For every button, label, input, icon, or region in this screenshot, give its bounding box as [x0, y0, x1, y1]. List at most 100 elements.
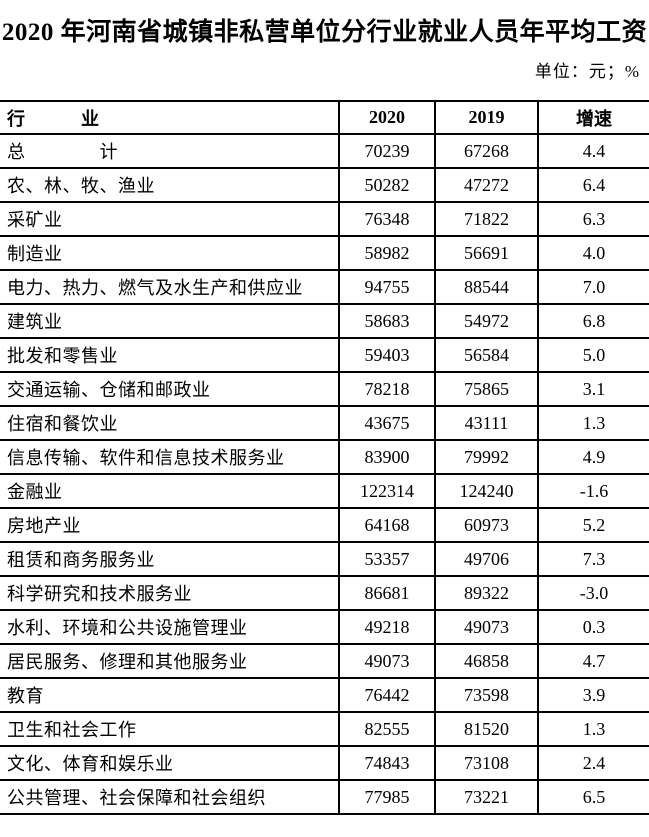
cell-2020: 58683 [338, 303, 436, 339]
cell-2020: 78218 [338, 371, 436, 407]
table-row: 水利、环境和公共设施管理业 49218 49073 0.3 [0, 609, 649, 645]
cell-2019: 54972 [435, 303, 539, 339]
cell-growth: 6.4 [538, 167, 649, 203]
table-row: 批发和零售业 59403 56584 5.0 [0, 337, 649, 373]
page-title: 2020 年河南省城镇非私营单位分行业就业人员年平均工资 [1, 19, 648, 46]
cell-growth: 6.3 [538, 201, 649, 237]
cell-industry: 信息传输、软件和信息技术服务业 [0, 439, 339, 475]
cell-2019: 56691 [435, 235, 539, 271]
cell-2019: 73108 [435, 745, 539, 781]
table-row: 信息传输、软件和信息技术服务业 83900 79992 4.9 [0, 439, 649, 475]
cell-growth: -3.0 [538, 575, 649, 611]
cell-growth: 4.0 [538, 235, 649, 271]
cell-2020: 43675 [338, 405, 436, 441]
cell-industry: 金融业 [0, 473, 339, 509]
table-row: 房地产业 64168 60973 5.2 [0, 507, 649, 543]
cell-2020: 58982 [338, 235, 436, 271]
cell-industry: 居民服务、修理和其他服务业 [0, 643, 339, 679]
header-industry: 行 业 [0, 100, 339, 135]
cell-industry: 制造业 [0, 235, 339, 271]
cell-2019: 67268 [435, 133, 539, 169]
cell-growth: 5.0 [538, 337, 649, 373]
cell-2020: 77985 [338, 779, 436, 815]
table-row: 农、林、牧、渔业 50282 47272 6.4 [0, 167, 649, 203]
cell-2019: 73221 [435, 779, 539, 815]
cell-2020: 82555 [338, 711, 436, 747]
cell-industry: 房地产业 [0, 507, 339, 543]
cell-growth: 3.1 [538, 371, 649, 407]
cell-2019: 73598 [435, 677, 539, 713]
cell-industry: 教育 [0, 677, 339, 713]
cell-industry: 电力、热力、燃气及水生产和供应业 [0, 269, 339, 305]
cell-2019: 56584 [435, 337, 539, 373]
cell-2019: 47272 [435, 167, 539, 203]
cell-2020: 76348 [338, 201, 436, 237]
table-row: 租赁和商务服务业 53357 49706 7.3 [0, 541, 649, 577]
table-row: 总 计 70239 67268 4.4 [0, 133, 649, 169]
header-2020: 2020 [338, 100, 436, 135]
cell-2020: 50282 [338, 167, 436, 203]
cell-growth: 4.9 [538, 439, 649, 475]
cell-2019: 81520 [435, 711, 539, 747]
cell-2019: 46858 [435, 643, 539, 679]
cell-industry: 公共管理、社会保障和社会组织 [0, 779, 339, 815]
table-row: 电力、热力、燃气及水生产和供应业 94755 88544 7.0 [0, 269, 649, 305]
cell-2019: 89322 [435, 575, 539, 611]
cell-industry: 住宿和餐饮业 [0, 405, 339, 441]
cell-2020: 49218 [338, 609, 436, 645]
cell-industry: 交通运输、仓储和邮政业 [0, 371, 339, 407]
cell-growth: 6.8 [538, 303, 649, 339]
cell-2020: 59403 [338, 337, 436, 373]
cell-2020: 83900 [338, 439, 436, 475]
cell-growth: 0.3 [538, 609, 649, 645]
cell-growth: 7.0 [538, 269, 649, 305]
cell-growth: 5.2 [538, 507, 649, 543]
table-row: 文化、体育和娱乐业 74843 73108 2.4 [0, 745, 649, 781]
cell-2019: 75865 [435, 371, 539, 407]
cell-growth: 1.3 [538, 405, 649, 441]
wage-table: 行 业 2020 2019 增速 总 计 70239 67268 4.4 农、林、牧、渔… [0, 100, 649, 815]
table-header-row: 行 业 2020 2019 增速 [0, 100, 649, 135]
cell-industry: 采矿业 [0, 201, 339, 237]
cell-2019: 79992 [435, 439, 539, 475]
cell-industry: 卫生和社会工作 [0, 711, 339, 747]
cell-2020: 86681 [338, 575, 436, 611]
cell-2020: 53357 [338, 541, 436, 577]
cell-2020: 76442 [338, 677, 436, 713]
cell-growth: 1.3 [538, 711, 649, 747]
cell-2019: 49706 [435, 541, 539, 577]
cell-industry: 农、林、牧、渔业 [0, 167, 339, 203]
cell-growth: 7.3 [538, 541, 649, 577]
cell-growth: 2.4 [538, 745, 649, 781]
cell-industry: 水利、环境和公共设施管理业 [0, 609, 339, 645]
cell-growth: -1.6 [538, 473, 649, 509]
table-row: 公共管理、社会保障和社会组织 77985 73221 6.5 [0, 779, 649, 815]
cell-growth: 6.5 [538, 779, 649, 815]
cell-industry: 科学研究和技术服务业 [0, 575, 339, 611]
cell-2020: 94755 [338, 269, 436, 305]
table-row: 卫生和社会工作 82555 81520 1.3 [0, 711, 649, 747]
table-row: 居民服务、修理和其他服务业 49073 46858 4.7 [0, 643, 649, 679]
cell-industry: 总 计 [0, 133, 339, 169]
cell-industry: 批发和零售业 [0, 337, 339, 373]
unit-note: 单位：元；% [534, 62, 640, 81]
table-row: 金融业 122314 124240 -1.6 [0, 473, 649, 509]
header-growth: 增速 [538, 100, 649, 135]
cell-2019: 88544 [435, 269, 539, 305]
cell-industry: 文化、体育和娱乐业 [0, 745, 339, 781]
cell-growth: 4.7 [538, 643, 649, 679]
cell-2019: 49073 [435, 609, 539, 645]
header-2019: 2019 [435, 100, 539, 135]
cell-industry: 建筑业 [0, 303, 339, 339]
cell-growth: 4.4 [538, 133, 649, 169]
table-row: 教育 76442 73598 3.9 [0, 677, 649, 713]
table-row: 建筑业 58683 54972 6.8 [0, 303, 649, 339]
table-row: 交通运输、仓储和邮政业 78218 75865 3.1 [0, 371, 649, 407]
table-row: 制造业 58982 56691 4.0 [0, 235, 649, 271]
table-row: 住宿和餐饮业 43675 43111 1.3 [0, 405, 649, 441]
cell-2020: 49073 [338, 643, 436, 679]
cell-industry: 租赁和商务服务业 [0, 541, 339, 577]
cell-2019: 60973 [435, 507, 539, 543]
cell-2019: 71822 [435, 201, 539, 237]
